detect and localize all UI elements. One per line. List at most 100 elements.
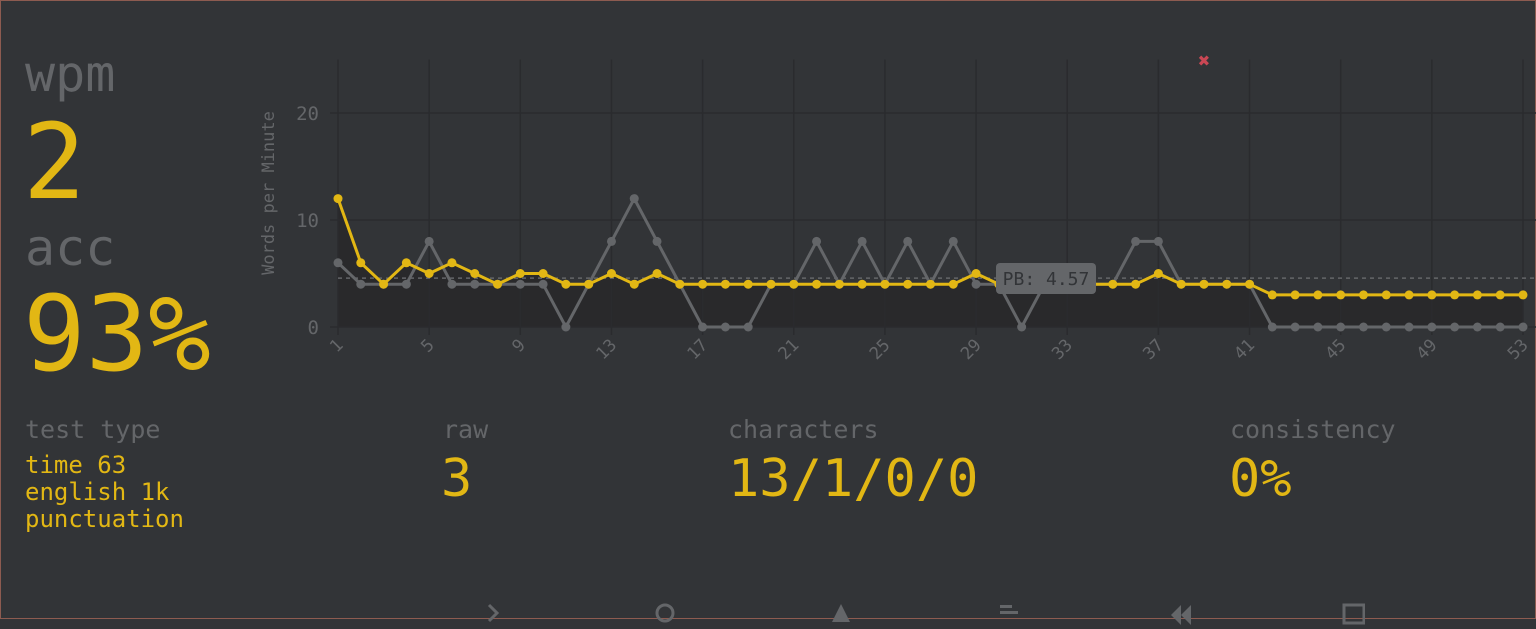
image-icon: [1342, 603, 1366, 625]
raw-label: raw: [443, 415, 489, 444]
raw-point: [1495, 322, 1505, 332]
raw-point: [629, 194, 639, 204]
wpm-point: [447, 258, 457, 268]
wpm-point: [515, 269, 525, 278]
wpm-point: [857, 279, 867, 289]
x-tick-label: 9: [508, 335, 529, 356]
x-tick-label: 5: [417, 335, 438, 356]
x-tick-label: 33: [1048, 335, 1077, 364]
raw-point: [1427, 322, 1437, 332]
raw-point: [515, 279, 525, 289]
pb-label: PB: 4.57: [1003, 269, 1090, 290]
wpm-point: [675, 279, 685, 289]
raw-point: [698, 322, 708, 332]
wpm-point: [1267, 290, 1277, 300]
wpm-point: [401, 258, 411, 268]
raw-point: [1267, 322, 1277, 332]
raw-point: [720, 322, 730, 332]
x-tick-label: 53: [1504, 335, 1533, 364]
warning-icon: [832, 604, 850, 622]
raw-point: [1472, 322, 1482, 332]
raw-point: [1450, 322, 1460, 332]
raw-point: [401, 279, 411, 289]
backward-icon: [1171, 605, 1191, 625]
wpm-point: [926, 279, 935, 289]
x-tick-label: 45: [1322, 335, 1351, 364]
raw-point: [1313, 322, 1323, 332]
wpm-point: [1518, 290, 1528, 300]
y-tick-label: 10: [296, 210, 319, 232]
wpm-point: [606, 269, 616, 278]
wpm-point: [629, 279, 639, 289]
raw-point: [812, 236, 822, 246]
wpm-point: [1245, 279, 1255, 289]
repeat-test-button[interactable]: [653, 601, 677, 625]
raw-point: [447, 279, 457, 289]
raw-point: [1381, 322, 1391, 332]
acc-label: acc: [25, 219, 116, 277]
wpm-point: [1427, 290, 1437, 300]
wpm-point: [652, 269, 662, 278]
raw-point: [333, 258, 343, 268]
chevron-right-icon: [487, 603, 500, 623]
wpm-label: wpm: [25, 45, 116, 103]
save-screenshot-button[interactable]: [1341, 601, 1366, 625]
wpm-point: [1313, 290, 1323, 300]
raw-point: [561, 322, 571, 332]
watch-replay-button[interactable]: [1169, 601, 1193, 625]
raw-point: [652, 236, 662, 246]
raw-point: [971, 279, 981, 289]
wpm-point: [698, 279, 708, 289]
raw-point: [1131, 236, 1141, 246]
wpm-point: [812, 279, 822, 289]
error-marker: ✖: [1198, 52, 1211, 70]
x-tick-label: 49: [1413, 335, 1442, 364]
wpm-value: 2: [23, 101, 86, 223]
acc-value: 93%: [23, 273, 211, 395]
wpm-point: [971, 269, 981, 278]
test-type-values: time 63 english 1k punctuation: [25, 452, 184, 533]
x-tick-label: 25: [866, 335, 895, 364]
x-tick-label: 17: [684, 335, 713, 364]
raw-point: [743, 322, 753, 332]
wpm-point: [470, 269, 480, 278]
wpm-chart: 0 10 20 1 5 9 13 17 21 25 29 33 37 41 45 49 53 Words per …: [259, 52, 1536, 364]
wpm-point: [1131, 279, 1141, 289]
wpm-point: [1404, 290, 1414, 300]
wpm-point: [561, 279, 571, 289]
wpm-point: [720, 279, 730, 289]
wpm-point: [1176, 279, 1186, 289]
wpm-point: [1336, 290, 1346, 300]
next-test-button[interactable]: [481, 601, 505, 625]
wpm-point: [584, 279, 594, 289]
toggle-words-history-button[interactable]: [997, 601, 1021, 625]
raw-point: [1518, 322, 1528, 332]
wpm-point: [789, 279, 799, 289]
wpm-point: [356, 258, 366, 268]
wpm-point: [766, 279, 776, 289]
wpm-point: [1495, 290, 1505, 300]
wpm-point: [379, 279, 389, 289]
test-type-mode: time 63: [25, 451, 127, 479]
x-tick-label: 13: [592, 335, 621, 364]
raw-point: [1290, 322, 1300, 332]
wpm-point: [880, 279, 890, 289]
pb-annotation: PB: 4.57: [996, 263, 1096, 294]
raw-point: [1404, 322, 1414, 332]
wpm-point: [1381, 290, 1391, 300]
raw-point: [424, 236, 434, 246]
align-left-icon: [1000, 605, 1018, 614]
raw-point: [903, 236, 913, 246]
practice-words-button[interactable]: [829, 601, 853, 625]
wpm-point: [1450, 290, 1460, 300]
wpm-point: [333, 194, 343, 204]
test-type-punctuation: punctuation: [25, 505, 184, 533]
wpm-point: [538, 269, 548, 278]
wpm-point: [1108, 279, 1118, 289]
y-axis-title: Words per Minute: [259, 111, 279, 275]
raw-point: [1017, 322, 1027, 332]
consistency-label: consistency: [1230, 415, 1396, 444]
wpm-point: [948, 279, 958, 289]
characters-label: characters: [728, 415, 879, 444]
raw-point: [948, 236, 958, 246]
